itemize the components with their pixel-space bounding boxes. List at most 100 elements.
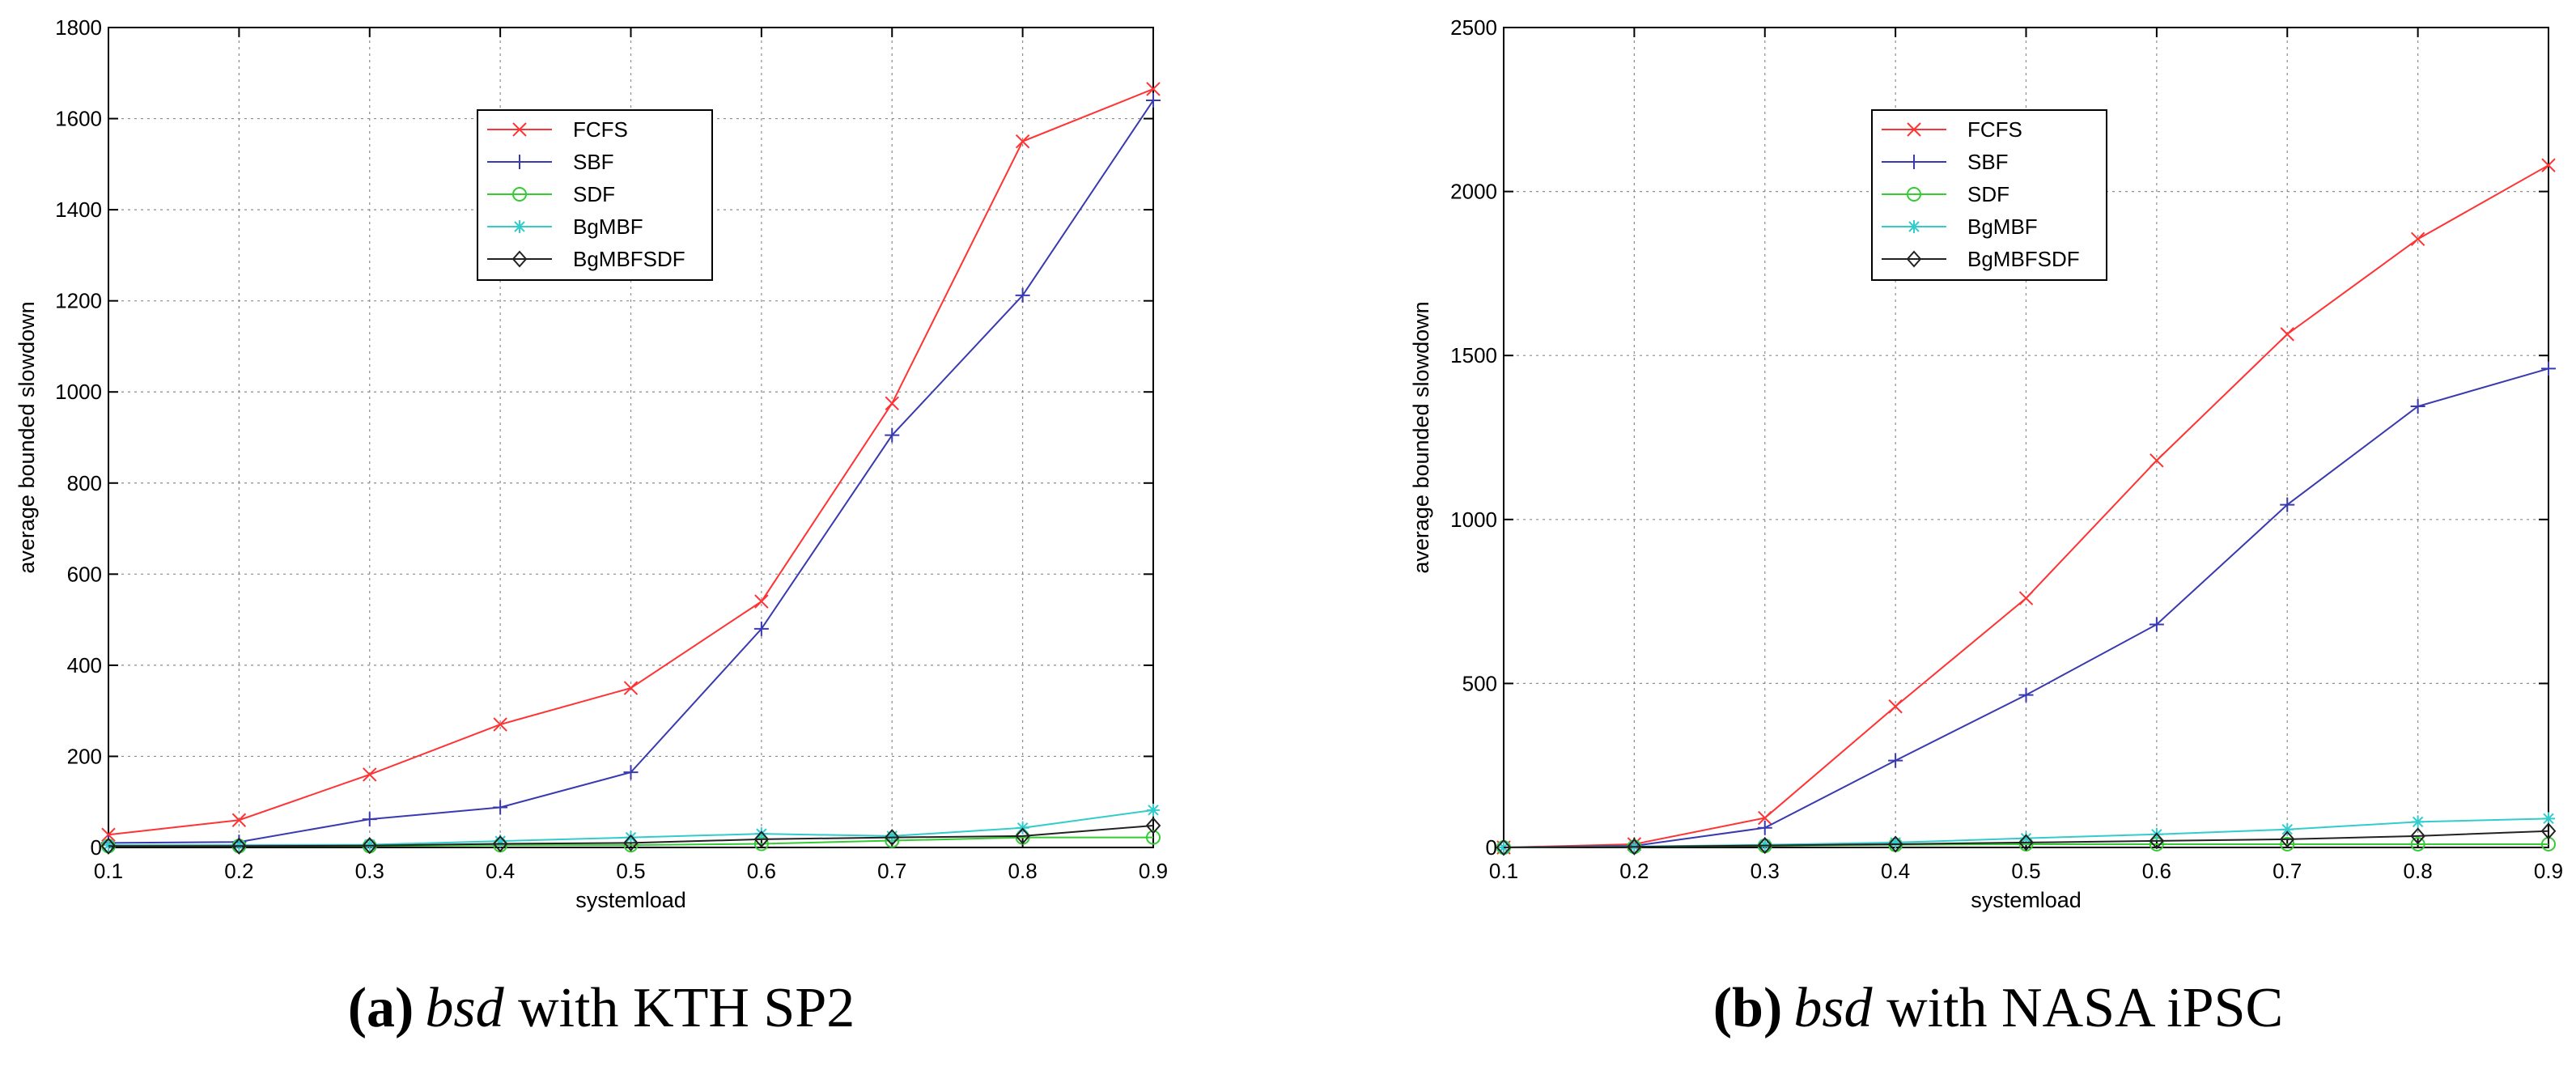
caption-text: with KTH SP2 [504,977,855,1039]
data-point-bgmbfsdf [2540,822,2557,840]
legend-marker-sdf [512,187,527,202]
y-tick-label: 0 [1486,835,1497,860]
legend-marker-bgmbf [1908,220,1920,233]
data-point-sbf [1888,753,1903,768]
caption-tag: (b) [1713,977,1783,1039]
chart-kth-sp2: 0.1 0.2 0.3 0.4 0.5 0.6 0.7 0.8 0.9 0 200 400 600 800… [15,15,1168,1039]
legend: FCFS SBF SDF BgMBF BgMBFSDF [477,109,713,281]
x-tick-label: 0.4 [486,859,515,883]
data-point-bgmbfsdf [753,830,770,848]
data-point-fcfs [1758,810,1772,826]
series-fcfs [101,82,1161,842]
data-point-bgmbf [494,835,507,848]
data-point-sbf [623,765,639,780]
data-point-bgmbfsdf [1627,838,1642,856]
data-point-fcfs [885,396,899,410]
data-point-bgmbfsdf [2410,827,2425,845]
data-point-sbf [1146,93,1161,108]
data-point-fcfs [2018,591,2034,605]
data-point-fcfs [101,827,116,842]
data-point-bgmbfsdf [1496,839,1512,856]
data-point-sbf [2410,399,2425,414]
x-tick-label: 0.1 [94,859,123,883]
y-tick-label: 200 [67,744,102,768]
data-point-bgmbf [2281,822,2294,836]
y-tick-label: 1500 [1450,343,1497,367]
data-point-fcfs [1146,82,1161,96]
y-tick-label: 2500 [1450,15,1497,40]
data-point-bgmbf [2019,831,2033,845]
data-point-sdf [1146,830,1161,845]
caption-text: with NASA iPSC [1873,977,2284,1039]
x-tick-label: 0.6 [2142,859,2171,883]
data-point-bgmbf [1889,835,1903,849]
legend-marker-sbf [512,155,527,169]
data-point-sbf [885,427,900,443]
y-tick-label: 0 [91,835,102,860]
data-point-fcfs [2410,231,2425,247]
data-point-sbf [1015,287,1030,303]
data-point-bgmbfsdf [492,835,508,853]
series-line-sbf [1503,367,2549,848]
data-point-fcfs [493,717,507,732]
legend-label-fcfs: FCFS [573,117,628,142]
x-tick-label: 0.1 [1489,859,1518,883]
y-tick-label: 1200 [55,289,102,313]
y-tick-label: 1000 [55,380,102,404]
data-point-sbf [1757,820,1772,835]
y-axis-ticks: 0 500 1000 1500 2000 2500 [1450,15,2548,860]
legend-marker-fcfs [1907,122,1921,137]
legend-label-sdf: SDF [573,182,615,206]
data-point-fcfs [1888,699,1903,714]
legend-label-sbf: SBF [1967,150,2009,174]
legend-label-fcfs: FCFS [1967,117,2022,142]
data-point-fcfs [1015,134,1030,149]
data-point-bgmbf [624,830,638,844]
x-tick-label: 0.9 [2534,859,2563,883]
legend-label-sdf: SDF [1967,182,2009,206]
data-point-bgmbfsdf [884,829,900,847]
data-point-bgmbf [363,838,376,852]
data-point-sbf [493,800,508,815]
y-tick-label: 2000 [1450,180,1497,204]
x-tick-label: 0.5 [616,859,645,883]
x-tick-label: 0.2 [1619,859,1649,883]
data-point-bgmbf [885,829,899,843]
legend-marker-bgmbf [513,220,526,233]
y-tick-label: 1800 [55,15,102,40]
data-point-bgmbf [1147,803,1160,817]
data-point-fcfs [754,594,769,609]
data-point-fcfs [363,767,377,782]
legend-label-sbf: SBF [573,150,614,174]
data-point-fcfs [231,813,247,827]
x-tick-label: 0.4 [1881,859,1910,883]
legend: FCFS SBF SDF BgMBF BgMBFSDF [1871,109,2107,281]
data-point-bgmbfsdf [1145,817,1161,835]
legend-marker-bgmbfsdf [1906,250,1922,268]
data-point-bgmbf [102,839,115,852]
data-point-fcfs [2149,453,2164,468]
series-bgmbfsdf [100,817,1161,855]
legend-label-bgmbf: BgMBF [573,214,643,239]
y-tick-label: 500 [1462,671,1497,695]
data-point-sbf [2280,497,2295,512]
data-point-fcfs [2541,158,2556,172]
data-point-sbf [2149,617,2164,632]
series-bgmbfsdf [1496,822,2557,856]
x-tick-label: 0.2 [224,859,253,883]
x-tick-label: 0.6 [747,859,776,883]
caption-metric: bsd [425,977,504,1039]
x-tick-label: 0.8 [2404,859,2433,883]
data-point-bgmbf [754,827,768,841]
data-point-bgmbfsdf [623,834,639,852]
x-tick-label: 0.8 [1008,859,1038,883]
series-line-bgmbfsdf [108,824,1154,847]
data-point-sbf [2541,361,2556,376]
data-point-bgmbf [2411,815,2425,829]
data-point-sbf [2018,687,2034,703]
figure-caption: (b) bsd with NASA iPSC [1713,977,2283,1039]
data-point-bgmbfsdf [2279,830,2295,848]
data-point-bgmbfsdf [100,837,117,855]
x-tick-label: 0.3 [1751,859,1780,883]
y-tick-label: 400 [67,653,102,677]
